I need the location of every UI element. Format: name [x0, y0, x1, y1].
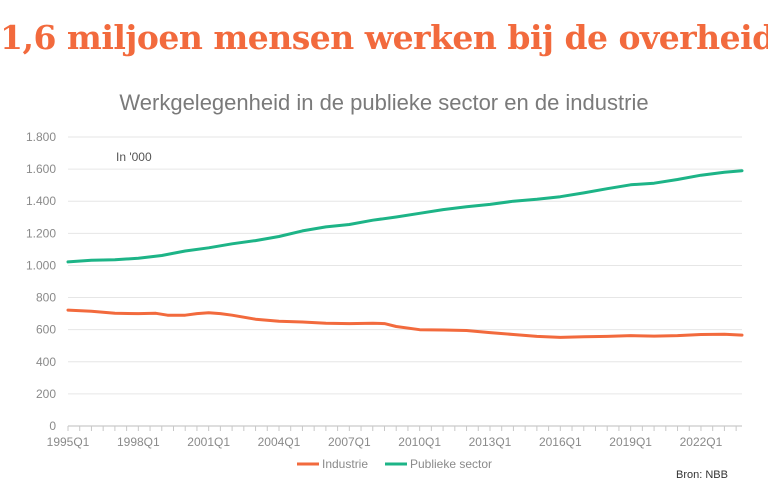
y-tick-label: 1.600 [26, 162, 56, 176]
y-tick-label: 600 [36, 323, 56, 337]
series-line-publieke-sector [66, 169, 744, 264]
y-tick-label: 800 [36, 291, 56, 305]
legend: Industrie Publieke sector [297, 457, 492, 471]
x-tick-label: 2007Q1 [328, 435, 371, 449]
y-tick-label: 200 [36, 387, 56, 401]
x-tick-label: 2022Q1 [680, 435, 723, 449]
x-tick-label: 2010Q1 [398, 435, 441, 449]
y-tick-label: 400 [36, 355, 56, 369]
grid-lines [68, 136, 742, 427]
series-lines [66, 169, 744, 339]
y-tick-label: 0 [49, 419, 56, 433]
y-axis-ticks: 0 200 400 600 800 1.000 1.200 1.400 1.600 1.800 [26, 130, 56, 433]
y-tick-label: 1.000 [26, 258, 56, 272]
x-tick-label: 1995Q1 [47, 435, 90, 449]
y-tick-label: 1.400 [26, 194, 56, 208]
legend-label: Publieke sector [410, 457, 492, 471]
legend-label: Industrie [322, 457, 368, 471]
x-tick-label: 2013Q1 [469, 435, 512, 449]
x-axis: 1995Q1 1998Q1 2001Q1 2004Q1 2007Q1 2010Q1 2013… [47, 425, 742, 449]
x-tick-label: 2019Q1 [609, 435, 652, 449]
unit-label: In '000 [116, 150, 152, 164]
y-tick-label: 1.200 [26, 226, 56, 240]
x-tick-label: 2004Q1 [258, 435, 301, 449]
headline: 1,6 miljoen mensen werken bij de overhei… [0, 18, 768, 57]
x-tick-label: 1998Q1 [117, 435, 160, 449]
series-line-industrie [66, 308, 744, 339]
chart-subtitle: Werkgelegenheid in de publieke sector en… [119, 90, 649, 115]
y-tick-label: 1.800 [26, 130, 56, 144]
source-label: Bron: NBB [676, 469, 728, 481]
x-tick-label: 2001Q1 [187, 435, 230, 449]
x-tick-label: 2016Q1 [539, 435, 582, 449]
